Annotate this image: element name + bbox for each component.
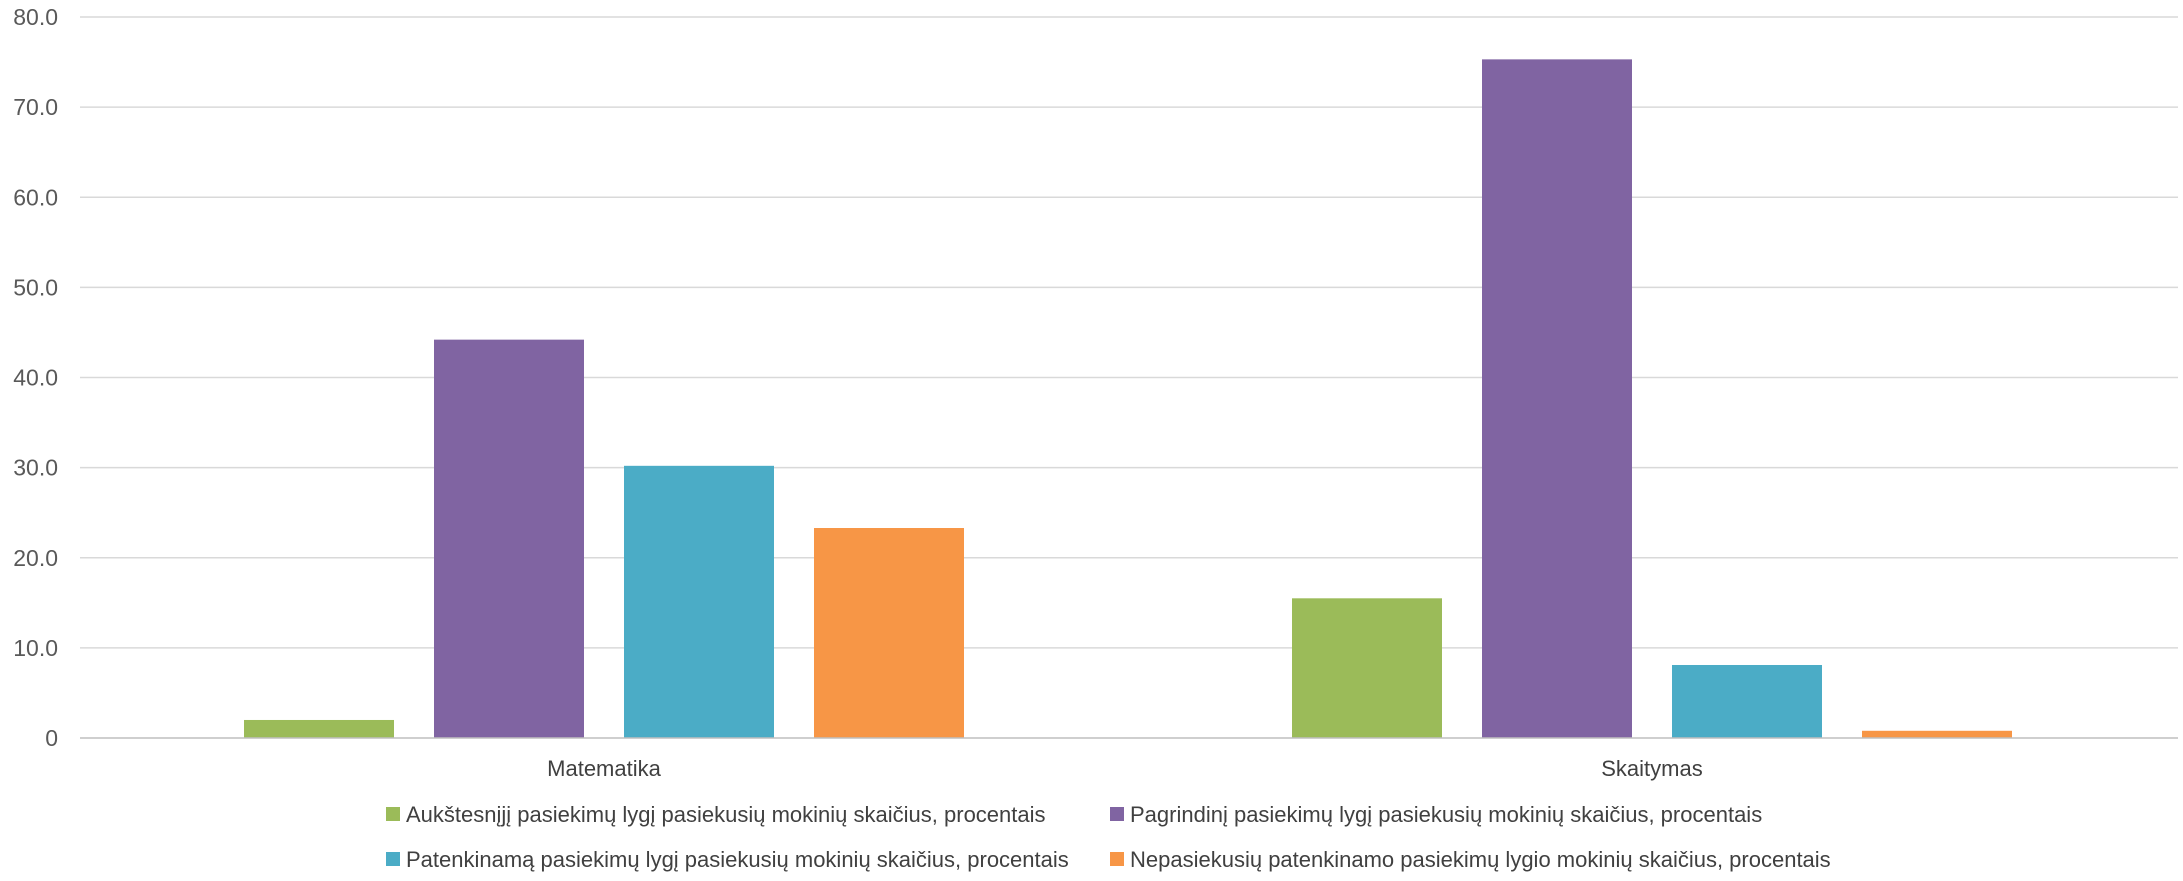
- y-tick-label: 30.0: [13, 455, 58, 481]
- y-tick-label: 70.0: [13, 94, 58, 120]
- legend-item: Nepasiekusių patenkinamo pasiekimų lygio…: [1110, 847, 1831, 872]
- y-tick-label: 40.0: [13, 365, 58, 391]
- legend-item: Pagrindinį pasiekimų lygį pasiekusių mok…: [1110, 802, 1762, 827]
- gridlines: [80, 16, 2178, 649]
- y-tick-label: 20.0: [13, 545, 58, 571]
- y-axis-tick-labels: 0 10.0 20.0 30.0 40.0 50.0 60.0 70.0 80.0: [13, 4, 58, 751]
- legend-swatch: [386, 852, 400, 866]
- bar-skaitymas-series-4: [1862, 730, 2012, 738]
- bar-skaitymas-series-3: [1672, 664, 1822, 738]
- legend-label: Patenkinamą pasiekimų lygį pasiekusių mo…: [406, 847, 1069, 872]
- y-tick-label: 0: [45, 725, 58, 751]
- bar-matematika-series-1: [244, 719, 394, 738]
- bars: [244, 59, 2012, 738]
- legend-label: Aukštesnįjį pasiekimų lygį pasiekusių mo…: [406, 802, 1046, 827]
- y-tick-label: 10.0: [13, 635, 58, 661]
- y-tick-label: 60.0: [13, 184, 58, 210]
- legend-label: Pagrindinį pasiekimų lygį pasiekusių mok…: [1130, 802, 1762, 827]
- legend: Aukštesnįjį pasiekimų lygį pasiekusių mo…: [386, 802, 1831, 872]
- y-tick-label: 80.0: [13, 4, 58, 30]
- legend-label: Nepasiekusių patenkinamo pasiekimų lygio…: [1130, 847, 1831, 872]
- category-labels: Matematika Skaitymas: [547, 756, 1703, 781]
- legend-swatch: [1110, 852, 1124, 866]
- bar-skaitymas-series-1: [1292, 598, 1442, 738]
- category-label: Skaitymas: [1601, 756, 1702, 781]
- legend-item: Patenkinamą pasiekimų lygį pasiekusių mo…: [386, 847, 1069, 872]
- bar-skaitymas-series-2: [1482, 59, 1632, 738]
- bar-matematika-series-3: [624, 465, 774, 738]
- bar-matematika-series-2: [434, 339, 584, 738]
- legend-item: Aukštesnįjį pasiekimų lygį pasiekusių mo…: [386, 802, 1046, 827]
- legend-swatch: [1110, 807, 1124, 821]
- legend-swatch: [386, 807, 400, 821]
- category-label: Matematika: [547, 756, 661, 781]
- y-tick-label: 50.0: [13, 274, 58, 300]
- bar-matematika-series-4: [814, 528, 964, 738]
